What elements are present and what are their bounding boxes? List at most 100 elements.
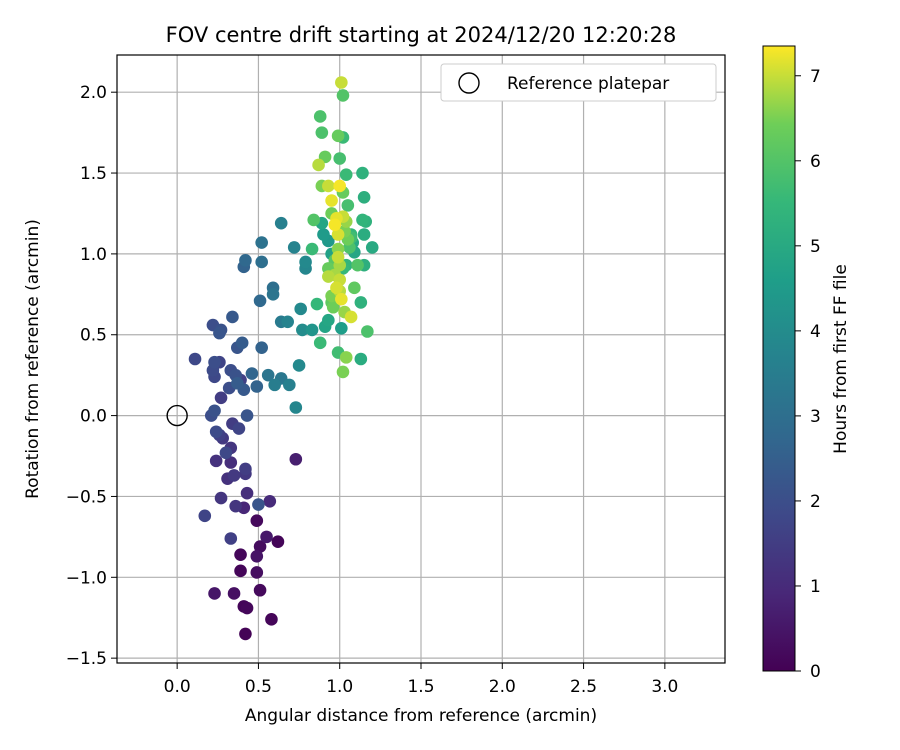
- data-point: [299, 255, 312, 269]
- y-axis-label: Rotation from reference (arcmin): [23, 219, 43, 499]
- data-point: [266, 288, 280, 301]
- data-point: [322, 179, 335, 193]
- data-point: [255, 236, 268, 249]
- data-point: [331, 250, 345, 264]
- data-point: [344, 310, 358, 324]
- data-point: [250, 549, 264, 563]
- x-tick-label: 2.5: [570, 677, 597, 697]
- data-point: [313, 110, 327, 123]
- y-tick-label: 1.5: [80, 164, 107, 184]
- data-point: [239, 254, 252, 267]
- data-point: [287, 241, 301, 254]
- colorbar-tick-label: 6: [810, 152, 821, 172]
- x-axis-label: Angular distance from reference (arcmin): [245, 706, 597, 726]
- data-point: [208, 355, 221, 369]
- data-point: [188, 352, 202, 366]
- data-point: [239, 462, 252, 476]
- data-point: [227, 469, 241, 482]
- data-point: [322, 313, 335, 327]
- axis-ticks: 0.0 0.5 1.0 1.5 2.0 2.5 3.0 −1.5 −1.0 −0.5 0.0 0.5 1…: [66, 83, 679, 697]
- data-point: [227, 587, 241, 600]
- data-point: [214, 391, 228, 405]
- y-tick-label: −1.5: [66, 649, 107, 669]
- data-point: [234, 564, 247, 578]
- data-point: [330, 281, 343, 295]
- colorbar-tick-label: 2: [810, 492, 821, 512]
- data-point: [208, 404, 221, 418]
- data-points: [188, 76, 379, 641]
- legend: Reference platepar: [440, 63, 717, 102]
- data-point: [214, 491, 228, 505]
- data-point: [268, 378, 281, 392]
- data-point: [328, 218, 342, 232]
- colorbar-tick-label: 7: [810, 67, 821, 87]
- data-point: [219, 446, 233, 460]
- data-point: [239, 627, 252, 641]
- legend-entry-reference-platepar: Reference platepar: [507, 74, 669, 94]
- data-point: [224, 456, 238, 469]
- legend-box: [440, 63, 717, 102]
- data-point: [271, 535, 285, 549]
- data-point: [357, 228, 371, 241]
- data-point: [255, 255, 268, 269]
- data-point: [213, 326, 226, 340]
- colorbar-gradient: [762, 45, 796, 672]
- data-point: [325, 194, 338, 207]
- data-point: [310, 297, 324, 311]
- y-tick-label: −1.0: [66, 568, 107, 588]
- y-tick-label: 1.0: [80, 245, 107, 265]
- data-point: [315, 126, 329, 139]
- data-point: [336, 89, 350, 102]
- data-point: [198, 509, 212, 523]
- data-point: [240, 601, 254, 615]
- colorbar-tick-label: 3: [810, 407, 821, 427]
- y-tick-label: 0.0: [80, 407, 107, 427]
- data-point: [333, 179, 347, 193]
- y-tick-label: 2.0: [80, 83, 107, 103]
- colorbar-tick-label: 4: [810, 322, 821, 342]
- data-point: [274, 216, 288, 230]
- colorbar-tick-label: 1: [810, 577, 821, 597]
- data-point: [253, 540, 267, 553]
- data-point: [226, 310, 239, 324]
- reference-platepar-marker: [166, 404, 188, 427]
- data-point: [305, 242, 319, 256]
- data-point: [255, 341, 268, 354]
- data-point: [339, 351, 353, 364]
- chart-title: FOV centre drift starting at 2024/12/20 …: [166, 23, 677, 47]
- data-point: [296, 323, 309, 337]
- data-point: [335, 321, 348, 335]
- x-tick-label: 1.5: [407, 677, 434, 697]
- x-tick-label: 2.0: [489, 677, 516, 697]
- data-point: [307, 213, 321, 227]
- data-point: [281, 315, 294, 329]
- x-tick-label: 1.0: [326, 677, 353, 697]
- legend-marker: [458, 72, 480, 94]
- data-point: [250, 380, 264, 393]
- data-point: [365, 241, 379, 254]
- colorbar-tick-label: 5: [810, 237, 821, 257]
- data-point: [209, 425, 223, 439]
- data-point: [351, 258, 364, 272]
- colorbar: 0 1 2 3 4 5 6 7 Hours from first FF file: [762, 45, 851, 682]
- data-point: [348, 281, 361, 295]
- data-point: [335, 292, 348, 306]
- data-point: [335, 76, 348, 89]
- data-point: [260, 530, 273, 544]
- data-point: [235, 336, 249, 350]
- data-point: [283, 378, 296, 392]
- x-tick-label: 3.0: [651, 677, 678, 697]
- data-point: [331, 129, 345, 143]
- data-point: [250, 514, 264, 528]
- data-point: [294, 302, 308, 316]
- data-point: [253, 583, 267, 597]
- data-point: [230, 376, 244, 390]
- x-tick-label: 0.0: [164, 677, 191, 697]
- colorbar-ticks: 0 1 2 3 4 5 6 7: [795, 67, 821, 682]
- data-point: [354, 352, 368, 366]
- data-point: [208, 587, 221, 600]
- grid-lines: [117, 55, 725, 663]
- data-point: [253, 294, 267, 308]
- data-point: [234, 548, 247, 561]
- data-point: [289, 401, 303, 414]
